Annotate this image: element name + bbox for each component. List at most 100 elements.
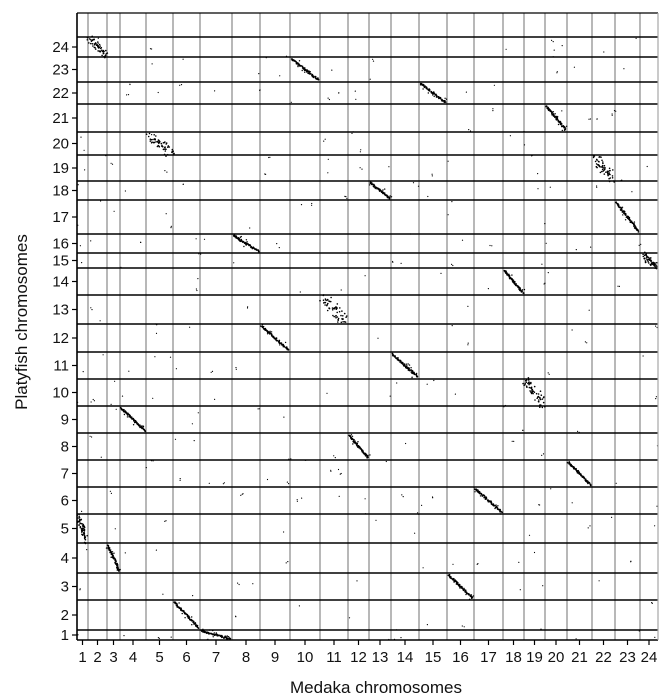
synteny-point: [408, 364, 411, 366]
synteny-point: [642, 253, 644, 256]
synteny-point: [179, 479, 181, 481]
synteny-point: [268, 156, 270, 159]
synteny-point: [167, 146, 169, 148]
synteny-point: [637, 231, 640, 233]
synteny-point: [537, 396, 539, 398]
synteny-point: [178, 602, 180, 604]
synteny-point: [523, 288, 526, 291]
synteny-point: [600, 156, 602, 158]
synteny-point: [656, 505, 658, 507]
synteny-point: [165, 213, 167, 215]
synteny-point: [468, 593, 470, 596]
synteny-point: [306, 70, 309, 72]
synteny-point: [180, 84, 183, 86]
synteny-point: [140, 241, 142, 243]
synteny-point: [92, 38, 94, 41]
synteny-point: [554, 113, 556, 115]
synteny-point: [487, 499, 489, 502]
synteny-point: [164, 150, 167, 152]
synteny-point: [188, 617, 191, 619]
x-tick-label: 5: [155, 649, 163, 666]
synteny-point: [94, 48, 97, 50]
synteny-point: [487, 501, 489, 503]
x-tick-label: 6: [182, 649, 190, 666]
synteny-point: [648, 262, 650, 264]
synteny-point: [548, 373, 550, 375]
synteny-point: [191, 619, 193, 622]
synteny-point: [164, 520, 166, 523]
synteny-point: [537, 173, 539, 175]
synteny-point: [114, 528, 116, 530]
synteny-point: [499, 508, 501, 511]
synteny-point: [94, 46, 96, 49]
synteny-point: [603, 173, 606, 175]
synteny-point: [110, 556, 112, 558]
synteny-point: [543, 283, 545, 285]
synteny-point: [431, 173, 433, 175]
synteny-point: [622, 214, 624, 216]
synteny-point: [523, 144, 526, 146]
synteny-point: [613, 180, 615, 182]
synteny-point: [92, 398, 94, 401]
synteny-point: [584, 341, 587, 343]
synteny-point: [155, 135, 157, 137]
synteny-point: [586, 342, 588, 344]
synteny-point: [458, 585, 461, 588]
synteny-point: [155, 141, 157, 143]
synteny-point: [409, 233, 411, 235]
synteny-point: [79, 589, 81, 591]
synteny-point: [152, 138, 154, 141]
synteny-point: [81, 534, 84, 536]
synteny-point: [528, 381, 530, 383]
synteny-point: [313, 75, 315, 78]
synteny-point: [539, 398, 542, 401]
synteny-point: [530, 388, 533, 390]
synteny-point: [354, 90, 356, 92]
synteny-point: [261, 324, 264, 326]
synteny-point: [79, 245, 81, 247]
synteny-point: [182, 58, 184, 60]
x-tick-label: 9: [271, 649, 279, 666]
synteny-point: [426, 383, 428, 385]
synteny-point: [110, 553, 113, 555]
synteny-point: [252, 583, 254, 585]
synteny-point: [552, 111, 555, 113]
synteny-point: [102, 52, 105, 55]
synteny-point: [539, 390, 542, 393]
synteny-point: [395, 357, 398, 360]
x-tick-label: 8: [242, 649, 250, 666]
synteny-point: [532, 392, 534, 395]
synteny-point: [655, 398, 657, 400]
synteny-point: [311, 202, 313, 205]
synteny-point: [642, 355, 644, 357]
synteny-point: [544, 223, 546, 225]
synteny-point: [577, 430, 579, 432]
y-tick-label: 16: [52, 236, 69, 253]
synteny-point: [615, 110, 617, 112]
synteny-point: [414, 532, 416, 534]
synteny-point: [635, 37, 637, 40]
y-tick-label: 4: [61, 550, 69, 567]
synteny-point: [165, 143, 167, 145]
synteny-point: [223, 482, 225, 484]
synteny-point: [551, 114, 553, 116]
synteny-point: [258, 408, 260, 410]
synteny-point: [123, 413, 126, 416]
synteny-point: [127, 94, 130, 96]
synteny-point: [197, 278, 199, 280]
synteny-point: [337, 468, 340, 471]
synteny-point: [296, 500, 298, 502]
synteny-point: [608, 177, 610, 180]
y-tick-label: 9: [61, 412, 69, 429]
synteny-point: [340, 321, 343, 324]
synteny-point: [336, 303, 339, 305]
synteny-point: [633, 225, 635, 228]
synteny-point: [330, 469, 332, 471]
synteny-point: [211, 370, 214, 372]
synteny-point: [271, 335, 273, 337]
synteny-point: [364, 498, 366, 500]
synteny-point: [83, 536, 86, 539]
synteny-point: [405, 366, 408, 368]
synteny-point: [402, 496, 404, 498]
synteny-point: [343, 321, 346, 323]
